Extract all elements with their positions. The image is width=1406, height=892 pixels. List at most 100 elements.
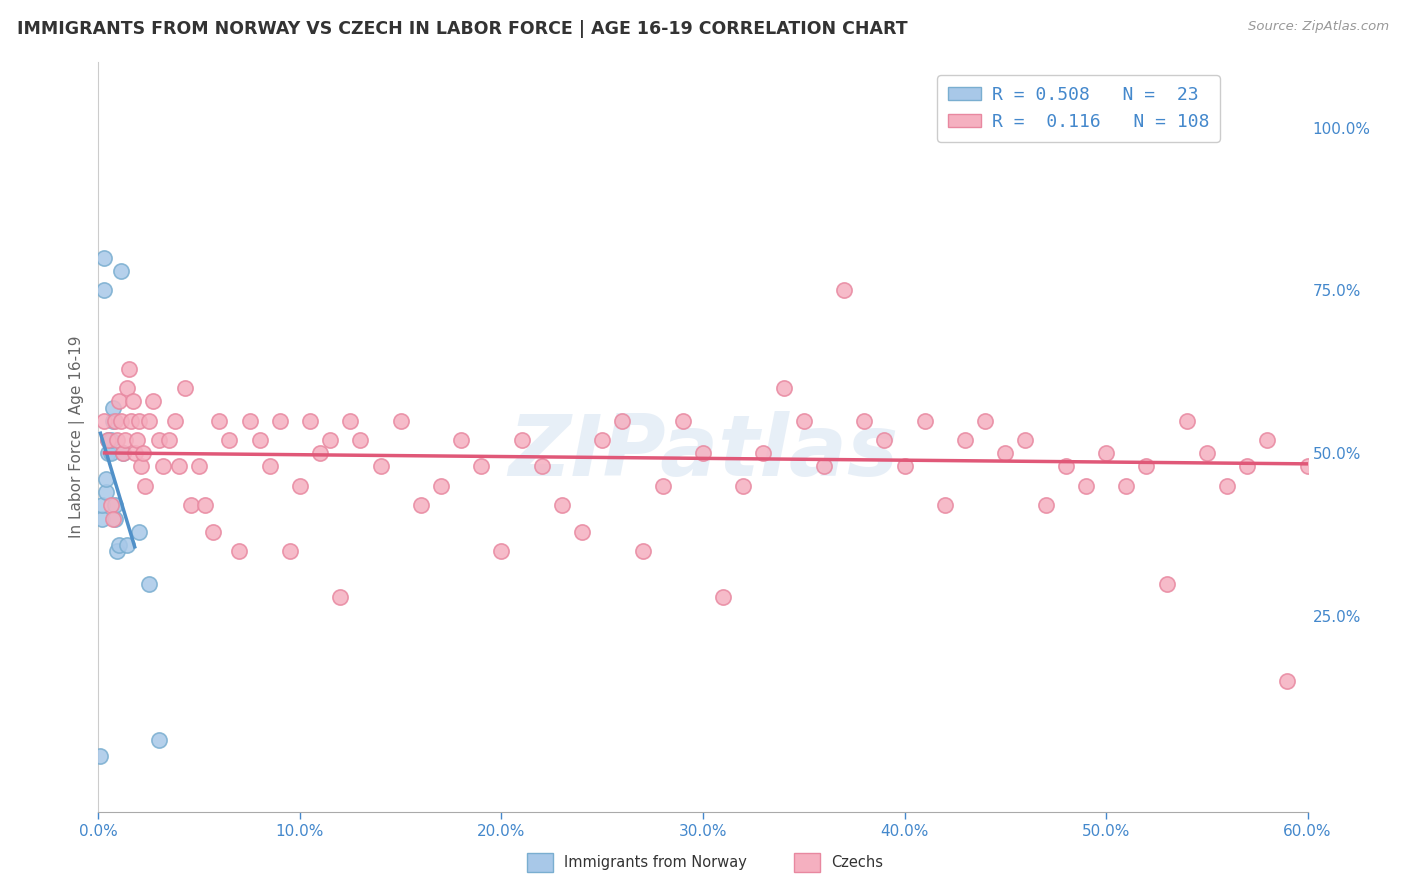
Point [450,434,472,448]
Point [167,459,190,474]
Text: IMMIGRANTS FROM NORWAY VS CZECH IN LABOR FORCE | AGE 16-19 CORRELATION CHART: IMMIGRANTS FROM NORWAY VS CZECH IN LABOR… [17,20,907,37]
Point [129,459,152,474]
Point [111,446,134,460]
Point [110,264,132,278]
Point [692,446,714,460]
Point [813,459,835,474]
Point [124,446,146,460]
Point [180,499,202,513]
Point [269,414,291,428]
Point [1115,479,1137,493]
Legend: R = 0.508   N =  23, R =  0.116   N = 108: R = 0.508 N = 23, R = 0.116 N = 108 [938,75,1220,142]
Point [1398,459,1406,474]
Point [148,434,170,448]
Point [97,446,120,460]
Point [174,381,197,395]
Point [138,576,160,591]
Point [1035,499,1057,513]
Point [772,381,794,395]
Point [733,479,755,493]
Point [319,434,342,448]
Point [1156,576,1178,591]
Point [121,394,143,409]
Point [711,590,734,604]
Point [107,538,129,552]
Point [97,434,120,448]
Text: ZIPatlas: ZIPatlas [508,410,898,493]
Point [103,499,125,513]
Point [672,414,695,428]
Text: Czechs: Czechs [831,855,883,870]
Point [612,414,634,428]
Point [101,414,124,428]
Point [389,414,412,428]
Point [1296,459,1319,474]
Point [105,544,128,558]
Point [218,434,240,448]
Point [1216,479,1239,493]
Point [142,394,165,409]
Point [228,544,250,558]
Point [101,401,124,415]
Point [409,499,432,513]
Point [194,499,217,513]
Point [91,511,114,525]
Point [591,434,613,448]
Point [105,434,128,448]
Point [93,284,115,298]
Point [974,414,997,428]
Point [288,479,311,493]
Point [96,472,118,486]
Point [134,479,156,493]
Point [100,499,122,513]
Point [1074,479,1097,493]
Point [96,485,118,500]
Y-axis label: In Labor Force | Age 16-19: In Labor Force | Age 16-19 [69,335,84,539]
Point [1135,459,1157,474]
Point [93,251,115,265]
Point [853,414,876,428]
Point [470,459,492,474]
Point [329,590,352,604]
Point [631,544,654,558]
Text: Immigrants from Norway: Immigrants from Norway [564,855,747,870]
Point [202,524,225,539]
Point [188,459,211,474]
Point [1054,459,1077,474]
Point [101,511,124,525]
Point [1175,414,1198,428]
Point [510,434,533,448]
Point [1095,446,1118,460]
Point [128,414,150,428]
Point [110,414,132,428]
Point [157,434,180,448]
Point [132,446,155,460]
Point [138,414,160,428]
Point [163,414,186,428]
Point [103,414,125,428]
Point [120,414,142,428]
Point [752,446,775,460]
Point [1236,459,1258,474]
Point [115,538,138,552]
Point [278,544,301,558]
Point [953,434,976,448]
Point [1256,434,1278,448]
Point [107,394,129,409]
Point [128,524,150,539]
Point [530,459,553,474]
Point [651,479,673,493]
Point [309,446,332,460]
Point [1195,446,1218,460]
Text: Source: ZipAtlas.com: Source: ZipAtlas.com [1249,20,1389,33]
Point [934,499,956,513]
Point [1277,674,1299,689]
Point [832,284,855,298]
Point [118,361,141,376]
Bar [794,853,820,872]
Point [100,434,122,448]
Point [103,511,125,525]
Point [793,414,815,428]
Point [571,524,593,539]
Point [491,544,513,558]
